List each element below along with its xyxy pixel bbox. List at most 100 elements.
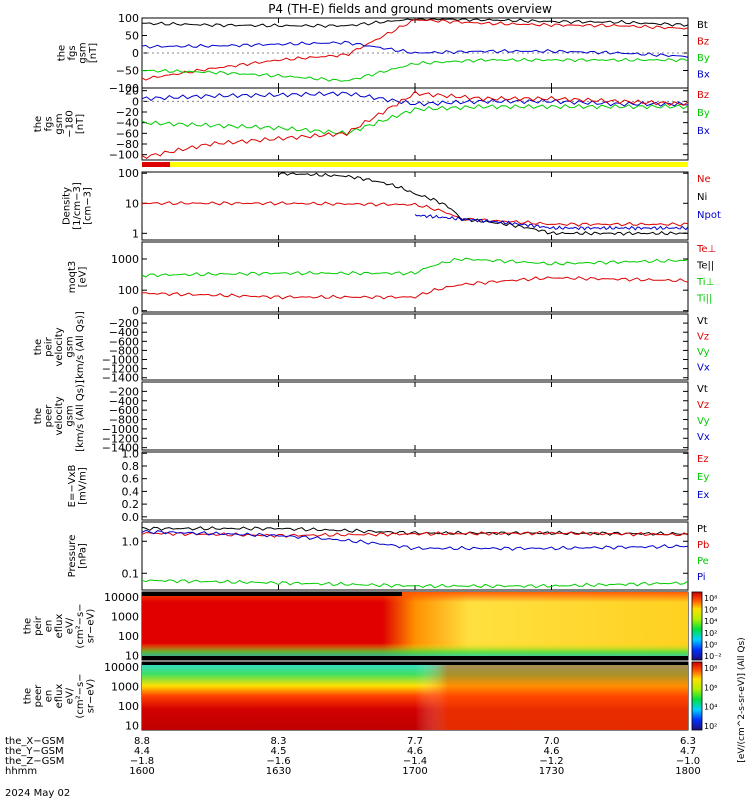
ylabel-line: gsm [65, 405, 76, 426]
legend-Te⊥: Te⊥ [696, 244, 716, 255]
colorbar-tick: 10⁸ [704, 664, 717, 673]
x-axis-value: 1700 [402, 766, 427, 777]
y-tick-label: −20 [116, 106, 139, 119]
colorbar-peir [691, 591, 703, 661]
legend-Bz: Bz [697, 37, 709, 48]
legend-Bx: Bx [697, 126, 710, 137]
x-row-label: the_Z−GSM [5, 756, 64, 767]
ylabel-line: −180 [65, 110, 76, 137]
legend-Ne: Ne [697, 174, 711, 185]
y-tick-label: 100 [118, 284, 139, 297]
y-tick-label: −1000 [102, 423, 139, 436]
figure-title: P4 (TH-E) fields and ground moments over… [268, 2, 552, 16]
y-tick-label: 1.0 [122, 535, 140, 548]
peir-spectrogram-topband [142, 592, 402, 596]
y-tick-label: −1200 [102, 432, 139, 445]
colorbar-tick: 10⁸ [704, 594, 717, 603]
y-tick-label: 100 [118, 12, 139, 25]
legend-Pe: Pe [697, 556, 709, 567]
y-tick-label: −1200 [102, 363, 139, 376]
panel-ylabel: Density[1/cm−3][cm−3] [62, 182, 94, 230]
ylabel-line: (cm²−s− [75, 673, 86, 718]
ylabel-line: the [33, 116, 44, 132]
y-tick-label: 1.0 [122, 447, 140, 460]
panel-frame [141, 313, 689, 381]
spectrograms-group [142, 592, 688, 730]
legend-Bz: Bz [697, 90, 709, 101]
ylabel-line: en [44, 620, 55, 633]
legend-Vz: Vz [697, 332, 709, 343]
ylabel-line: peir [33, 615, 44, 635]
x-axis-value: 4.4 [134, 746, 150, 757]
colorbar-tick: 10² [704, 629, 717, 638]
x-row-label: the_X−GSM [5, 736, 64, 747]
series-line-Pi [141, 529, 689, 551]
legend-Ez: Ez [697, 454, 709, 465]
y-tick-label: 1000 [111, 681, 139, 694]
ylabel-line: velocity [54, 327, 65, 366]
x-axis-value: −1.6 [266, 756, 290, 767]
y-tick-label: −100 [109, 149, 139, 162]
panel-ylabel: thepeervelocitygsm[km/s (All Qs)] [33, 380, 86, 452]
colorbars-group: 10⁸ 10⁶ 10⁴ 10² 10⁰ 10⁻² 10⁸ 10⁶ 10⁴ 10² [eV/(cm^2… [691, 591, 747, 763]
ylabel-line: en [44, 690, 55, 703]
x-axis-value: 8.3 [271, 736, 287, 747]
y-tick-label: 10 [125, 197, 139, 210]
ylabel-line: the [56, 45, 67, 61]
panel-ylabel: moqt3[eV] [67, 261, 89, 294]
series-line-Bt [141, 18, 689, 28]
legend-Pb: Pb [697, 540, 709, 551]
legend-By: By [697, 53, 710, 64]
peir-spectrogram-overlay [142, 592, 688, 660]
y-tick-label: 100 [118, 700, 139, 713]
y-tick-label: −1000 [102, 354, 139, 367]
y-tick-label: 10 [125, 720, 139, 733]
legend-Vt: Vt [697, 384, 708, 395]
ylabel-line: sr−eV) [86, 609, 97, 644]
legend-Ti⊥: Ti⊥ [696, 277, 714, 288]
peir-spectrogram-bottomband [142, 656, 688, 660]
ylabel-line: [nPa] [77, 543, 88, 569]
series-line-Ti⊥ [141, 257, 689, 278]
legend-Pt: Pt [697, 524, 707, 535]
peer-spectrogram-topband [142, 662, 688, 665]
y-tick-label: 100 [118, 167, 139, 180]
ylabel-line: fgs [67, 45, 78, 60]
legend-Bx: Bx [697, 70, 710, 81]
colorbar-peer [691, 661, 703, 731]
panel-frame [141, 521, 689, 591]
series-line-Bz-m180 [141, 90, 689, 160]
legend-Bt: Bt [697, 20, 708, 31]
y-tick-label: 20 [125, 85, 139, 98]
x-axis-value: 1730 [539, 766, 564, 777]
series-line-Te⊥ [141, 276, 689, 300]
ylabel-line: [nT] [88, 43, 99, 63]
x-axis-value: −1.4 [403, 756, 427, 767]
ylabel-line: [km/s (All Qs)] [75, 311, 86, 383]
series-line-Bx-m180 [141, 91, 689, 107]
series-line-Pt [141, 526, 689, 536]
legend-Vy: Vy [697, 416, 710, 427]
ylabel-line: velocity [54, 396, 65, 435]
y-tick-label: −600 [109, 404, 139, 417]
series-line-Ni [278, 172, 689, 236]
ylabel-line: gsm [65, 336, 76, 357]
legend-Ti||: Ti|| [696, 294, 712, 305]
ylabel-line: fgs [44, 116, 55, 131]
ylabel-line: [eV] [77, 267, 88, 288]
series-line-Bx [141, 40, 689, 58]
y-tick-label: 10 [125, 650, 139, 663]
ylabel-line: peer [33, 684, 44, 708]
colorbar-tick: 10⁶ [704, 606, 717, 615]
ylabel-line: (cm²−s− [75, 603, 86, 648]
panel-pressure: 1.0 0.1 Pressure[nPa] Pt Pb Pe Pi [67, 521, 709, 591]
legend-Npot: Npot [697, 210, 721, 221]
legend-Ni: Ni [697, 192, 707, 203]
y-tick-label: 0.6 [122, 473, 140, 486]
y-tick-label: 0.4 [122, 485, 140, 498]
panel-ylabel: thefgsgsm−180[nT] [33, 110, 86, 137]
legend-Pi: Pi [697, 572, 706, 583]
series-line-By [141, 57, 689, 82]
y-tick-label: −400 [109, 326, 139, 339]
